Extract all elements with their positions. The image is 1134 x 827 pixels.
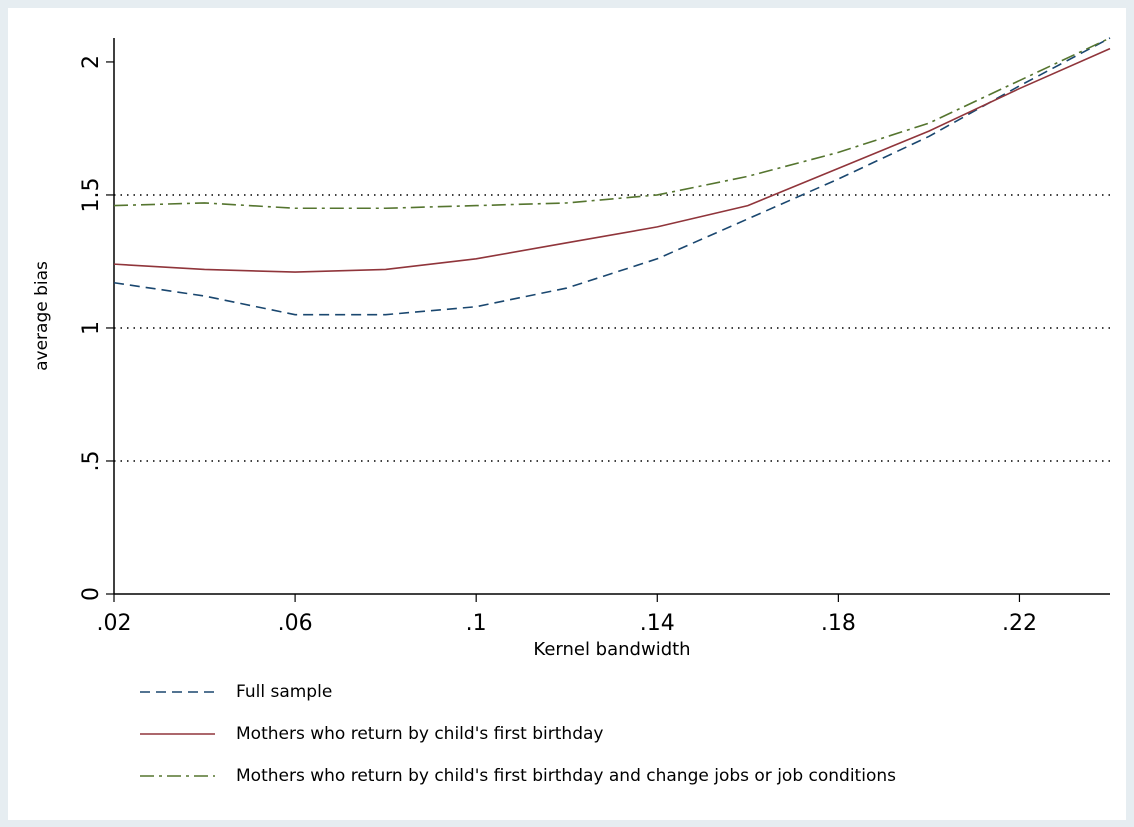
- y-tick-label: 1.5: [79, 177, 104, 212]
- x-tick-label: .06: [278, 611, 313, 636]
- x-tick-label: .18: [821, 611, 856, 636]
- x-tick-label: .1: [466, 611, 487, 636]
- y-tick-label: 1: [79, 321, 104, 335]
- legend-label: Mothers who return by child's first birt…: [236, 766, 896, 786]
- series-line: [113, 37, 1111, 210]
- x-tick-label: .14: [640, 611, 675, 636]
- series-line: [113, 47, 1111, 273]
- y-tick-label: .5: [79, 450, 104, 471]
- x-tick-label: .22: [1002, 611, 1037, 636]
- chart-area: [8, 8, 1126, 820]
- series-line: [113, 37, 1111, 316]
- y-axis-label: average bias: [32, 261, 52, 371]
- legend-label: Full sample: [236, 682, 332, 702]
- y-tick-label: 0: [79, 587, 104, 601]
- x-tick-label: .02: [97, 611, 132, 636]
- legend-label: Mothers who return by child's first birt…: [236, 724, 603, 744]
- x-axis-label: Kernel bandwidth: [533, 639, 690, 660]
- y-tick-label: 2: [79, 55, 104, 69]
